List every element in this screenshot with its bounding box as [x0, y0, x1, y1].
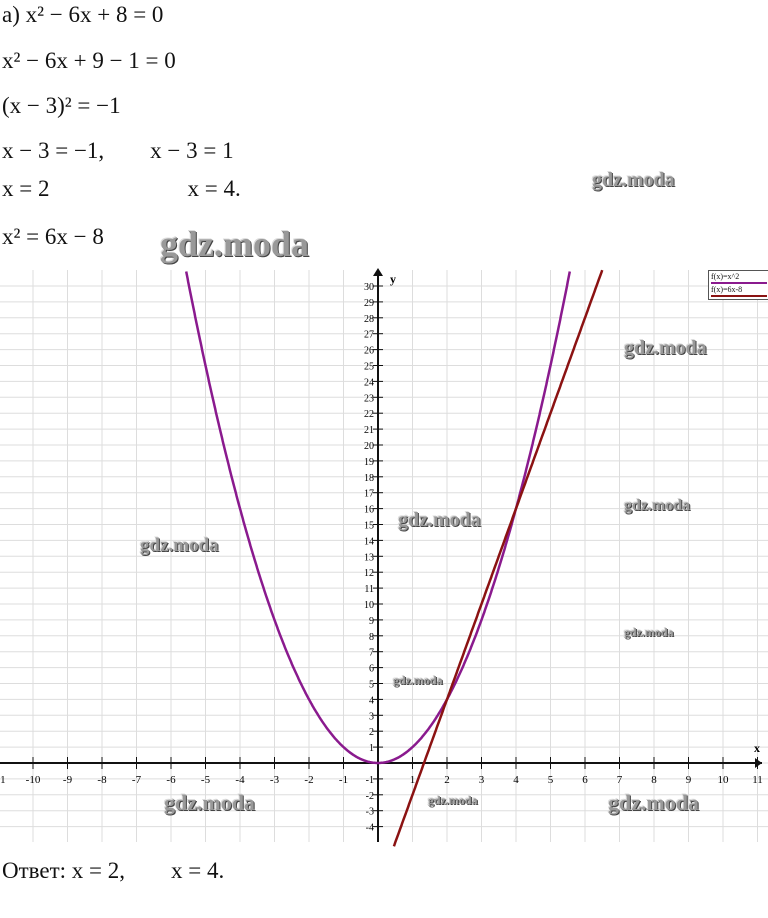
y-tick-label: 16	[364, 505, 374, 516]
x-tick-label: -7	[132, 774, 142, 786]
x-tick-label: -9	[63, 774, 73, 786]
y-tick-label: 15	[364, 521, 374, 532]
x-tick-label: -5	[201, 774, 211, 786]
legend-item-line: f(x)=6x-8	[711, 285, 767, 297]
series-parabola	[184, 271, 572, 765]
x-tick-label: 4	[513, 774, 519, 786]
x-tick-label: 3	[479, 774, 485, 786]
y-tick-label: 26	[364, 346, 374, 357]
x-tick-label: -2	[304, 774, 313, 786]
watermark: gdz.moda	[140, 535, 219, 556]
y-tick-label: 12	[364, 568, 374, 579]
x-tick-label: 5	[548, 774, 554, 786]
x-tick-label: -10	[26, 774, 41, 786]
y-tick-label: 22	[364, 409, 374, 420]
y-tick-label: 28	[364, 314, 374, 325]
watermark: gdz.moda	[160, 224, 310, 264]
y-tick-label: 24	[364, 377, 374, 388]
watermark: gdz.moda	[624, 625, 674, 639]
x-tick-label: 8	[651, 774, 657, 786]
watermark: gdz.moda	[592, 169, 675, 191]
y-axis-arrow	[373, 268, 383, 276]
y-tick-label: 3	[369, 711, 374, 722]
x-tick-label: 7	[617, 774, 623, 786]
y-tick-label: 14	[364, 536, 374, 547]
x-tick-label: -6	[166, 774, 176, 786]
x-axis-arrow	[755, 758, 762, 768]
legend-item-parabola: f(x)=x^2	[711, 272, 767, 284]
y-tick-label: -2	[366, 791, 374, 802]
y-tick-label: 13	[364, 552, 374, 563]
y-tick-label: 27	[364, 330, 374, 341]
watermark: gdz.moda	[393, 673, 443, 687]
x-tick-label: 11	[752, 774, 763, 786]
y-tick-label: 5	[369, 680, 374, 691]
watermark: gdz.moda	[608, 790, 700, 815]
watermark: gdz.moda	[624, 497, 691, 514]
y-tick-label: -4	[366, 823, 374, 834]
x-tick-label: 2	[444, 774, 450, 786]
y-tick-label: 10	[364, 600, 374, 611]
equation-line-3: (x − 3)² = −1	[2, 93, 121, 118]
y-tick-label: 30	[364, 282, 374, 293]
y-tick-label: 21	[364, 425, 374, 436]
watermark: gdz.moda	[164, 790, 256, 815]
y-tick-label: -3	[366, 807, 374, 818]
y-tick-label: 25	[364, 362, 374, 373]
y-tick-label: 8	[369, 632, 374, 643]
y-axis-label: y	[390, 272, 396, 286]
equation-line-6: x² = 6x − 8	[2, 224, 104, 249]
x-axis-label: x	[754, 741, 760, 755]
watermark: gdz.moda	[398, 509, 481, 531]
equation-line-2: x² − 6x + 9 − 1 = 0	[2, 48, 176, 73]
y-tick-label: 1	[369, 743, 374, 754]
y-tick-label: 20	[364, 441, 374, 452]
watermark: gdz.moda	[428, 793, 478, 807]
y-tick-label: 18	[364, 473, 374, 484]
y-tick-label: 17	[364, 489, 374, 500]
series-line	[392, 269, 604, 847]
answer: Ответ: x = 2, x = 4.	[2, 858, 225, 883]
watermark: gdz.moda	[624, 337, 707, 359]
y-tick-label: 9	[369, 616, 374, 627]
equation-line-5: x = 2 x = 4.	[2, 176, 241, 201]
x-tick-label: 1	[410, 774, 416, 786]
x-tick-label: -1	[339, 774, 348, 786]
y-tick-label: -1	[366, 775, 374, 786]
x-tick-label: -11	[0, 774, 6, 786]
x-tick-label: 9	[686, 774, 692, 786]
x-tick-label: -4	[235, 774, 245, 786]
equation-line-1: а) x² − 6x + 8 = 0	[2, 2, 164, 27]
x-tick-label: -3	[270, 774, 280, 786]
y-tick-label: 2	[369, 727, 374, 738]
y-tick-label: 4	[369, 695, 374, 706]
y-tick-label: 7	[369, 648, 374, 659]
y-tick-label: 29	[364, 298, 374, 309]
y-tick-label: 19	[364, 457, 374, 468]
legend: f(x)=x^2 f(x)=6x-8	[708, 270, 768, 300]
y-tick-label: 23	[364, 393, 374, 404]
x-tick-label: 6	[582, 774, 588, 786]
x-tick-label: 10	[718, 774, 730, 786]
equation-line-4: x − 3 = −1, x − 3 = 1	[2, 138, 234, 163]
y-tick-label: 6	[369, 664, 374, 675]
x-tick-label: -8	[97, 774, 107, 786]
y-tick-label: 11	[364, 584, 374, 595]
